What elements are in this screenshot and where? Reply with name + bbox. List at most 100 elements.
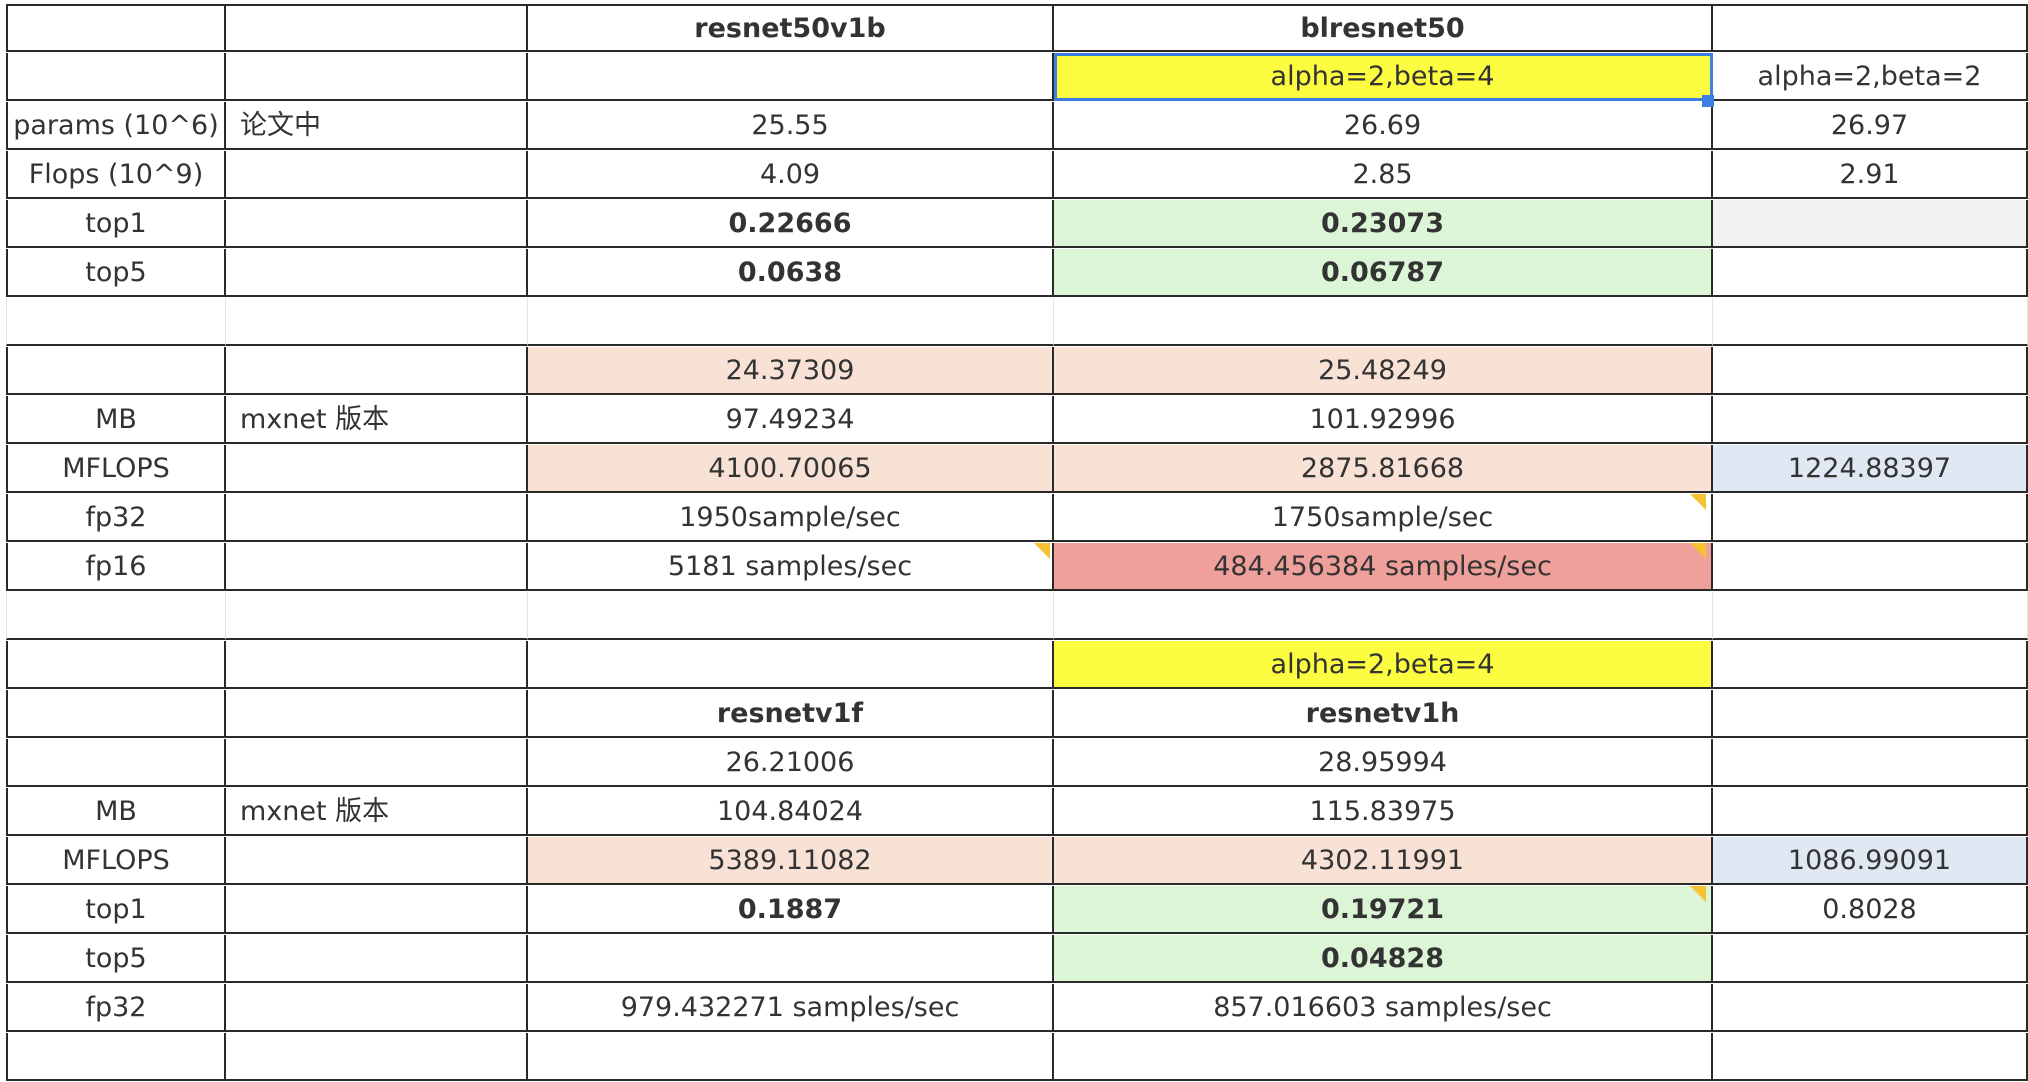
cell-alpha-beta-4-second[interactable]: alpha=2,beta=4 bbox=[1054, 641, 1713, 689]
selected-cell-alpha-beta-4[interactable]: alpha=2,beta=4 bbox=[1054, 53, 1713, 101]
row-label-mb[interactable]: MB bbox=[6, 788, 226, 836]
row-label-flops[interactable]: Flops (10^9) bbox=[6, 151, 226, 199]
cell-r8-c3[interactable]: 101.92996 bbox=[1054, 396, 1713, 444]
cell-r2-c2[interactable]: 25.55 bbox=[528, 102, 1054, 150]
cell-r19-c1[interactable] bbox=[226, 935, 528, 983]
cell-r3-c2[interactable]: 4.09 bbox=[528, 151, 1054, 199]
cell-r19-c4[interactable] bbox=[1713, 935, 2028, 983]
row-label-top1[interactable]: top1 bbox=[6, 886, 226, 934]
cell-r19-c3[interactable]: 0.04828 bbox=[1054, 935, 1713, 983]
cell-r9-c4[interactable]: 1224.88397 bbox=[1713, 445, 2028, 493]
cell-r4-c3[interactable]: 0.23073 bbox=[1054, 200, 1713, 248]
cell-r14-c4[interactable] bbox=[1713, 690, 2028, 738]
cell-r16-c3[interactable]: 115.83975 bbox=[1054, 788, 1713, 836]
cell-r7-c3[interactable]: 25.48249 bbox=[1054, 347, 1713, 395]
row-label-params[interactable]: params (10^6) bbox=[6, 102, 226, 150]
selection-fill-handle[interactable] bbox=[1702, 95, 1714, 107]
cell-r16-c2[interactable]: 104.84024 bbox=[528, 788, 1054, 836]
cell-r4-c1[interactable] bbox=[226, 200, 528, 248]
cell-r13-c2[interactable] bbox=[528, 641, 1054, 689]
cell-r11-c2[interactable]: 5181 samples/sec bbox=[528, 543, 1054, 591]
cell-r15-c4[interactable] bbox=[1713, 739, 2028, 787]
cell-r2-c3[interactable]: 26.69 bbox=[1054, 102, 1713, 150]
cell-r6-c3[interactable] bbox=[1054, 298, 1713, 346]
cell-r8-c2[interactable]: 97.49234 bbox=[528, 396, 1054, 444]
cell-r20-c4[interactable] bbox=[1713, 984, 2028, 1032]
cell-r15-c1[interactable] bbox=[226, 739, 528, 787]
cell-r0-c0[interactable] bbox=[6, 4, 226, 52]
cell-r11-c4[interactable] bbox=[1713, 543, 2028, 591]
cell-r6-c1[interactable] bbox=[226, 298, 528, 346]
cell-r8-c4[interactable] bbox=[1713, 396, 2028, 444]
comment-marker-icon[interactable] bbox=[1690, 543, 1706, 559]
cell-r9-c2[interactable]: 4100.70065 bbox=[528, 445, 1054, 493]
column-header-resnetv1h[interactable]: resnetv1h bbox=[1054, 690, 1713, 738]
cell-r12-c1[interactable] bbox=[226, 592, 528, 640]
cell-r10-c2[interactable]: 1950sample/sec bbox=[528, 494, 1054, 542]
row-label-top5[interactable]: top5 bbox=[6, 935, 226, 983]
row-label-fp32[interactable]: fp32 bbox=[6, 494, 226, 542]
cell-r19-c2[interactable] bbox=[528, 935, 1054, 983]
comment-marker-icon[interactable] bbox=[1034, 543, 1050, 559]
row-label-fp16[interactable]: fp16 bbox=[6, 543, 226, 591]
cell-r17-c4[interactable]: 1086.99091 bbox=[1713, 837, 2028, 885]
cell-r12-c0[interactable] bbox=[6, 592, 226, 640]
cell-r15-c3[interactable]: 28.95994 bbox=[1054, 739, 1713, 787]
cell-r5-c2[interactable]: 0.0638 bbox=[528, 249, 1054, 297]
cell-r15-c0[interactable] bbox=[6, 739, 226, 787]
cell-r4-c4[interactable] bbox=[1713, 200, 2028, 248]
cell-r18-c1[interactable] bbox=[226, 886, 528, 934]
cell-r13-c1[interactable] bbox=[226, 641, 528, 689]
cell-r6-c4[interactable] bbox=[1713, 298, 2028, 346]
cell-r7-c0[interactable] bbox=[6, 347, 226, 395]
cell-r11-c1[interactable] bbox=[226, 543, 528, 591]
cell-r3-c3[interactable]: 2.85 bbox=[1054, 151, 1713, 199]
cell-r9-c3[interactable]: 2875.81668 bbox=[1054, 445, 1713, 493]
comment-marker-icon[interactable] bbox=[1690, 494, 1706, 510]
cell-r10-c1[interactable] bbox=[226, 494, 528, 542]
cell-r1-c1[interactable] bbox=[226, 53, 528, 101]
cell-r17-c2[interactable]: 5389.11082 bbox=[528, 837, 1054, 885]
cell-alpha-beta-2[interactable]: alpha=2,beta=2 bbox=[1713, 53, 2028, 101]
cell-r5-c1[interactable] bbox=[226, 249, 528, 297]
cell-r17-c3[interactable]: 4302.11991 bbox=[1054, 837, 1713, 885]
cell-r20-c1[interactable] bbox=[226, 984, 528, 1032]
cell-r15-c2[interactable]: 26.21006 bbox=[528, 739, 1054, 787]
column-header-resnet50v1b[interactable]: resnet50v1b bbox=[528, 4, 1054, 52]
cell-r18-c4[interactable]: 0.8028 bbox=[1713, 886, 2028, 934]
column-header-blresnet50[interactable]: blresnet50 bbox=[1054, 4, 1713, 52]
row-label-fp32[interactable]: fp32 bbox=[6, 984, 226, 1032]
cell-r20-c2[interactable]: 979.432271 samples/sec bbox=[528, 984, 1054, 1032]
cell-r10-c3[interactable]: 1750sample/sec bbox=[1054, 494, 1713, 542]
cell-r6-c2[interactable] bbox=[528, 298, 1054, 346]
cell-r1-c0[interactable] bbox=[6, 53, 226, 101]
cell-r20-c3[interactable]: 857.016603 samples/sec bbox=[1054, 984, 1713, 1032]
cell-r12-c2[interactable] bbox=[528, 592, 1054, 640]
cell-mxnet-version[interactable]: mxnet 版本 bbox=[226, 788, 528, 836]
row-label-mflops[interactable]: MFLOPS bbox=[6, 837, 226, 885]
cell-paper-note[interactable]: 论文中 bbox=[226, 102, 528, 150]
cell-r17-c1[interactable] bbox=[226, 837, 528, 885]
cell-r9-c1[interactable] bbox=[226, 445, 528, 493]
cell-r3-c4[interactable]: 2.91 bbox=[1713, 151, 2028, 199]
column-header-resnetv1f[interactable]: resnetv1f bbox=[528, 690, 1054, 738]
cell-r12-c4[interactable] bbox=[1713, 592, 2028, 640]
cell-r4-c2[interactable]: 0.22666 bbox=[528, 200, 1054, 248]
cell-r11-c3[interactable]: 484.456384 samples/sec bbox=[1054, 543, 1713, 591]
cell-r16-c4[interactable] bbox=[1713, 788, 2028, 836]
cell-r7-c2[interactable]: 24.37309 bbox=[528, 347, 1054, 395]
cell-r13-c0[interactable] bbox=[6, 641, 226, 689]
cell-r3-c1[interactable] bbox=[226, 151, 528, 199]
row-label-top5[interactable]: top5 bbox=[6, 249, 226, 297]
cell-r5-c4[interactable] bbox=[1713, 249, 2028, 297]
row-label-mflops[interactable]: MFLOPS bbox=[6, 445, 226, 493]
cell-r1-c2[interactable] bbox=[528, 53, 1054, 101]
cell-r5-c3[interactable]: 0.06787 bbox=[1054, 249, 1713, 297]
cell-r12-c3[interactable] bbox=[1054, 592, 1713, 640]
comment-marker-icon[interactable] bbox=[1690, 886, 1706, 902]
cell-r10-c4[interactable] bbox=[1713, 494, 2028, 542]
cell-r18-c3[interactable]: 0.19721 bbox=[1054, 886, 1713, 934]
cell-mxnet-version[interactable]: mxnet 版本 bbox=[226, 396, 528, 444]
cell-r7-c4[interactable] bbox=[1713, 347, 2028, 395]
